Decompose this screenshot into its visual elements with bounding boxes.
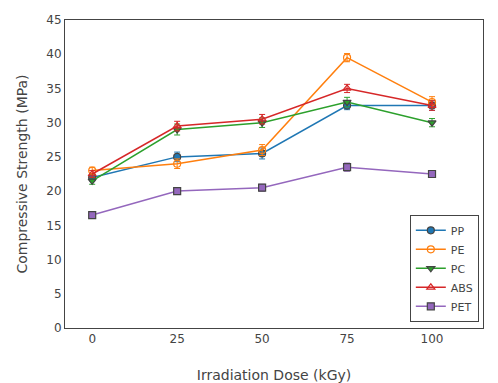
svg-text:PE: PE [451,244,465,257]
svg-text:75: 75 [339,332,354,346]
svg-text:20: 20 [46,184,61,198]
svg-text:100: 100 [421,332,444,346]
svg-text:25: 25 [170,332,185,346]
svg-text:30: 30 [46,116,61,130]
svg-text:Irradiation Dose (kGy): Irradiation Dose (kGy) [197,367,351,383]
svg-text:10: 10 [46,253,61,267]
svg-text:0: 0 [54,321,62,335]
svg-text:40: 40 [46,47,61,61]
svg-text:PP: PP [451,225,465,238]
svg-text:25: 25 [46,150,61,164]
svg-text:ABS: ABS [451,282,473,295]
svg-text:35: 35 [46,82,61,96]
svg-text:PC: PC [451,263,466,276]
svg-text:5: 5 [54,287,62,301]
svg-text:50: 50 [254,332,269,346]
svg-text:Compressive Strength (MPa): Compressive Strength (MPa) [14,74,30,273]
svg-text:0: 0 [88,332,96,346]
svg-text:45: 45 [46,13,61,27]
svg-text:15: 15 [46,219,61,233]
svg-text:PET: PET [451,301,472,314]
